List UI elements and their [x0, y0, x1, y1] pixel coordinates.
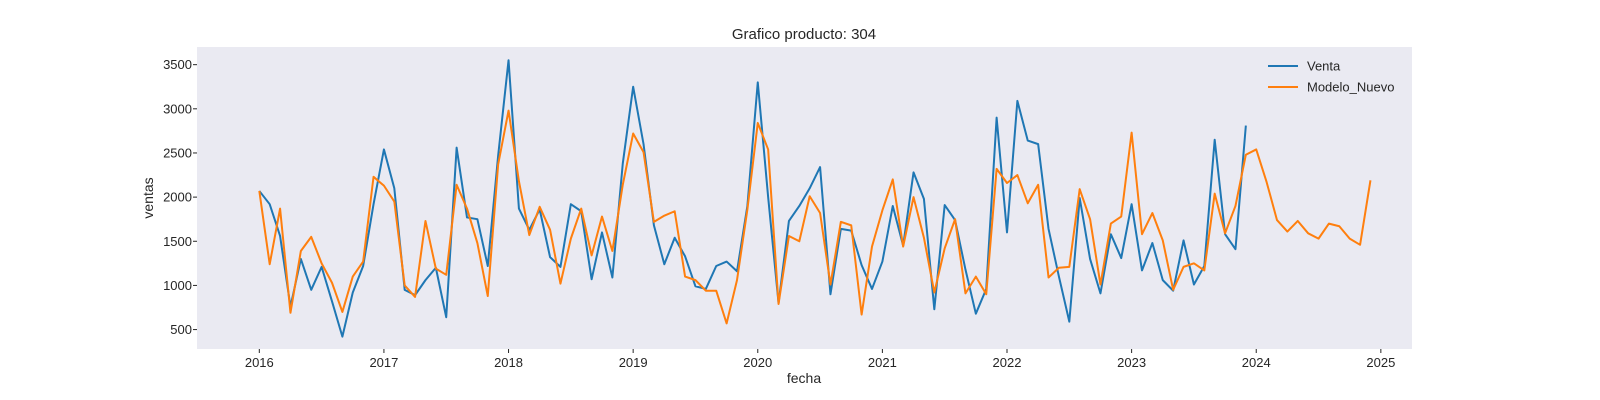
- chart-title: Grafico producto: 304: [732, 26, 876, 43]
- x-axis-label: fecha: [787, 370, 821, 386]
- x-axis-ticks: 2016 2017 2018 2019 2020 2021 2022 2023 2024 2025: [245, 349, 1395, 370]
- y-tick-label: 1500: [163, 234, 192, 249]
- legend: Venta Modelo_Nuevo: [1268, 59, 1394, 95]
- x-tick-label: 2017: [369, 355, 398, 370]
- y-tick-label: 1000: [163, 278, 192, 293]
- x-tick-label: 2020: [743, 355, 772, 370]
- y-tick-label: 3000: [163, 101, 192, 116]
- y-tick-label: 500: [170, 322, 192, 337]
- series-line-modelo-nuevo: [258, 109, 1372, 325]
- y-tick-label: 3500: [163, 57, 192, 72]
- x-tick-label: 2023: [1117, 355, 1146, 370]
- series-line-venta: [258, 59, 1247, 338]
- x-tick-label: 2022: [993, 355, 1022, 370]
- y-axis-ticks: 500 1000 1500 2000 2500 3000 3500: [163, 57, 197, 337]
- y-tick-label: 2000: [163, 190, 192, 205]
- x-tick-label: 2025: [1366, 355, 1395, 370]
- legend-label: Modelo_Nuevo: [1307, 80, 1394, 95]
- x-tick-label: 2021: [868, 355, 897, 370]
- x-tick-label: 2019: [619, 355, 648, 370]
- x-tick-label: 2016: [245, 355, 274, 370]
- x-tick-label: 2018: [494, 355, 523, 370]
- y-axis-label: ventas: [140, 177, 156, 218]
- y-tick-label: 2500: [163, 145, 192, 160]
- series-layer: [258, 59, 1372, 338]
- legend-label: Venta: [1307, 59, 1341, 74]
- x-tick-label: 2024: [1242, 355, 1271, 370]
